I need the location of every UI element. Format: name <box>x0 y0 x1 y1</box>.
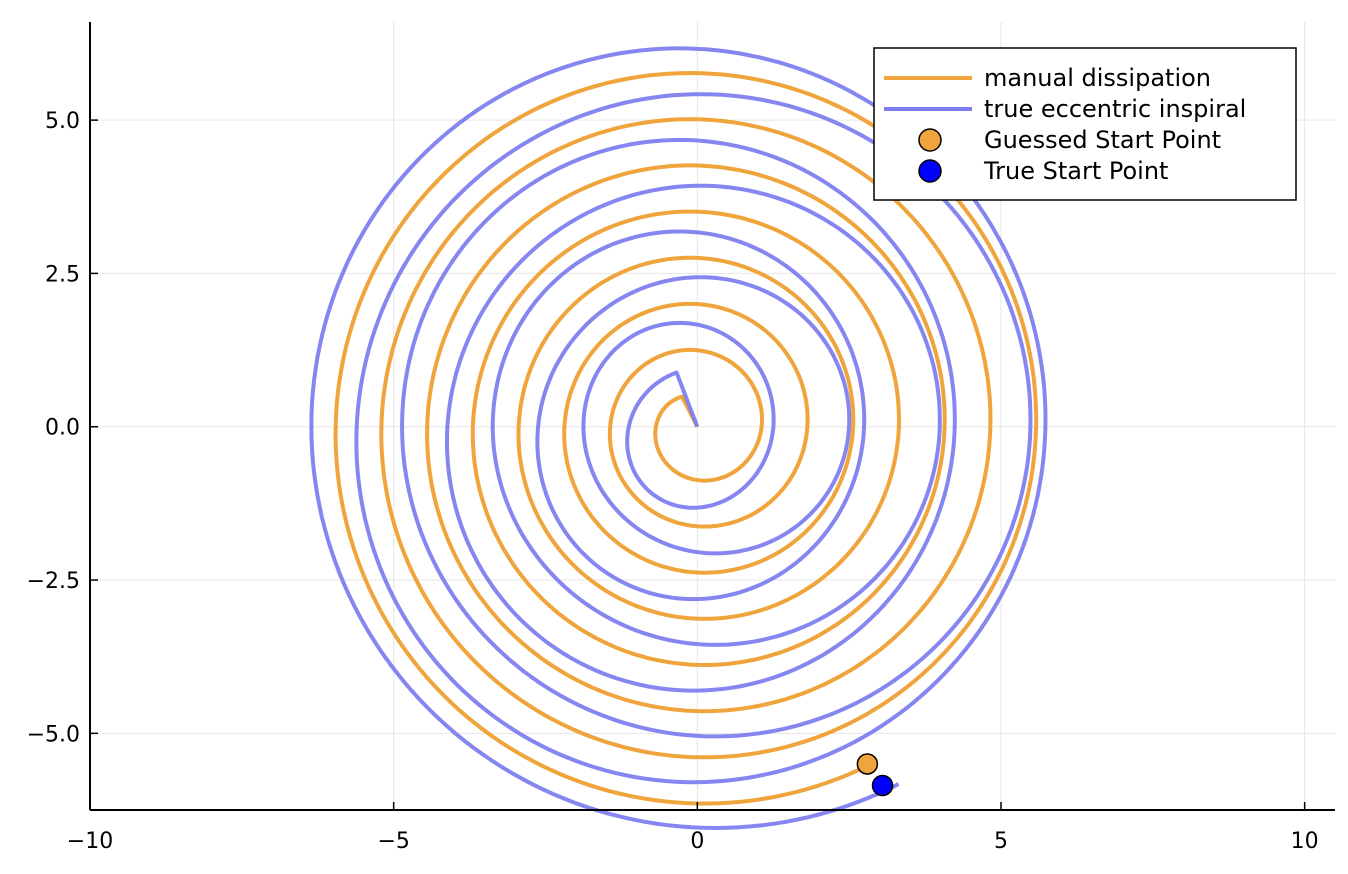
x-tick-label: −5 <box>377 829 409 854</box>
x-tick-label: −10 <box>67 829 113 854</box>
y-tick-label: 5.0 <box>45 109 80 134</box>
series-line-1 <box>309 46 1048 830</box>
legend: manual dissipation true eccentric inspira… <box>873 47 1297 201</box>
scatter-point-1 <box>871 774 894 797</box>
legend-label: True Start Point <box>983 157 1168 185</box>
tick-labels: −10 −5 0 5 10 −5.0 −2.5 0.0 2.5 5.0 <box>27 109 1319 854</box>
series-line-0 <box>333 71 1039 806</box>
legend-label: manual dissipation <box>984 64 1211 92</box>
y-tick-label: 2.5 <box>45 262 80 287</box>
legend-swatch-marker <box>918 128 942 152</box>
y-tick-label: 0.0 <box>45 416 80 441</box>
series-layer <box>309 46 1048 830</box>
axes <box>89 22 1335 811</box>
x-tick-label: 0 <box>690 829 704 854</box>
legend-swatch-marker <box>918 159 942 183</box>
y-tick-label: −5.0 <box>27 722 80 747</box>
x-tick-label: 5 <box>994 829 1008 854</box>
y-tick-label: −2.5 <box>27 569 80 594</box>
scatter-point-0 <box>856 753 879 775</box>
legend-label: true eccentric inspiral <box>984 95 1246 123</box>
x-tick-label: 10 <box>1291 829 1319 854</box>
legend-box <box>873 47 1297 201</box>
legend-label: Guessed Start Point <box>984 126 1221 154</box>
